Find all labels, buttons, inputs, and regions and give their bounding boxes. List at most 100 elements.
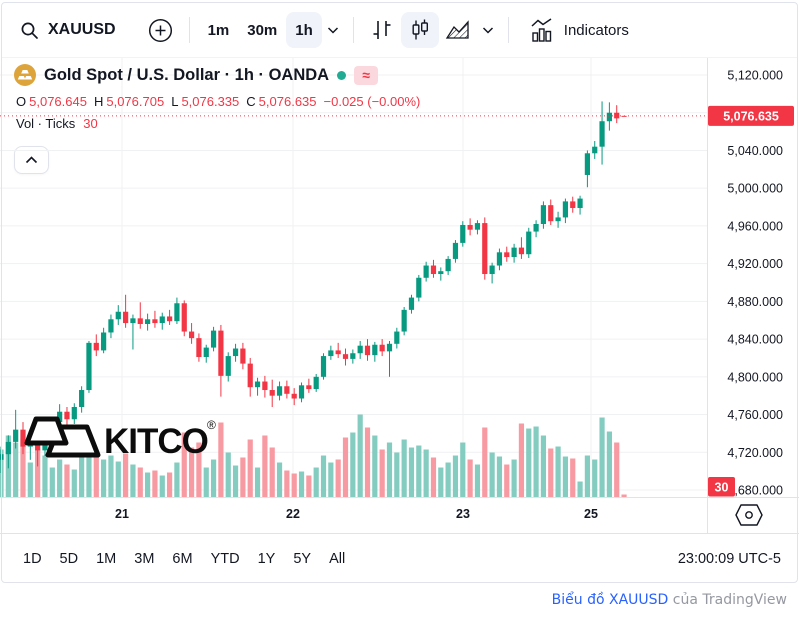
- bars-chart-icon: [373, 21, 391, 39]
- price-axis-label[interactable]: 4,720.000: [727, 446, 783, 460]
- candle-body: [166, 316, 173, 322]
- range-5d-button[interactable]: 5D: [51, 545, 88, 573]
- range-all-button[interactable]: All: [320, 545, 354, 573]
- legend-symbol-row[interactable]: Gold Spot / U.S. Dollar · 1h · OANDA ≈: [14, 64, 420, 86]
- candle-body: [606, 112, 612, 122]
- volume-bar: [188, 447, 195, 498]
- candle-body: [71, 407, 77, 420]
- volume-badge-text: 30: [715, 481, 729, 495]
- time-axis-label[interactable]: 22: [286, 507, 300, 521]
- volume-bar: [225, 452, 231, 498]
- range-1y-button[interactable]: 1Y: [249, 545, 285, 573]
- candle-body: [218, 330, 224, 376]
- price-axis-label[interactable]: 4,800.000: [727, 370, 783, 384]
- candle-body: [533, 224, 539, 232]
- kitco-text: KITCO: [104, 422, 208, 461]
- kitco-watermark: KITCO ®: [24, 412, 224, 467]
- range-1d-button[interactable]: 1D: [14, 545, 51, 573]
- volume-bar: [511, 459, 517, 498]
- volume-bar: [49, 467, 55, 498]
- last-price-badge: [708, 105, 794, 126]
- volume-bar: [254, 467, 261, 498]
- candle-body: [438, 271, 444, 275]
- volume-bar: [401, 439, 407, 498]
- range-3m-button[interactable]: 3M: [125, 545, 163, 573]
- attribution-footer: Biểu đồ XAUUSD của TradingView: [552, 592, 787, 608]
- kitco-reg: ®: [207, 418, 216, 432]
- volume-bar: [577, 481, 583, 498]
- time-axis-label[interactable]: 21: [115, 507, 129, 521]
- volume-bar: [599, 417, 605, 498]
- chart-pane[interactable]: 5,120.0005,080.0005,040.0005,000.0004,96…: [0, 57, 799, 535]
- volume-bar: [291, 473, 297, 498]
- price-axis-label[interactable]: 4,840.000: [727, 333, 783, 347]
- candle-body: [577, 198, 583, 208]
- candle-body: [196, 338, 202, 358]
- chart-style-bars-button[interactable]: [363, 12, 401, 48]
- volume-value: 30: [83, 116, 98, 131]
- time-axis-label[interactable]: 25: [584, 507, 598, 521]
- interval-1h-button[interactable]: 1h: [286, 12, 322, 48]
- candle-body: [188, 331, 195, 339]
- candle-body: [225, 356, 231, 376]
- plus-circle-icon: [149, 18, 173, 42]
- chart-style-candles-button[interactable]: [400, 12, 439, 48]
- volume-bar: [240, 457, 246, 498]
- candle-body: [64, 411, 70, 420]
- volume-bar: [181, 432, 187, 498]
- high-label: H: [93, 94, 104, 109]
- clock[interactable]: 23:00:09 UTC-5: [677, 551, 781, 567]
- volume-bar: [430, 457, 437, 498]
- range-ytd-button[interactable]: YTD: [202, 545, 249, 573]
- candle-body: [452, 242, 459, 259]
- volume-row: Vol · Ticks 30: [16, 116, 420, 131]
- volume-bar: [592, 459, 598, 498]
- price-axis-label[interactable]: 4,760.000: [727, 408, 783, 422]
- volume-bar: [518, 423, 525, 498]
- candle-body: [20, 429, 26, 447]
- candle-body: [232, 348, 239, 357]
- interval-30m-button[interactable]: 30m: [238, 12, 286, 48]
- range-6m-button[interactable]: 6M: [163, 545, 201, 573]
- compare-add-button[interactable]: [142, 12, 180, 48]
- candle-body: [123, 311, 129, 324]
- settings-hexagon-icon[interactable]: [735, 504, 763, 526]
- candle-body: [350, 353, 356, 359]
- price-axis-label[interactable]: 5,120.000: [727, 69, 783, 83]
- chart-style-menu-button[interactable]: [477, 12, 499, 48]
- price-axis-label[interactable]: 4,880.000: [727, 295, 783, 309]
- volume-bar: [306, 475, 312, 498]
- price-axis-label[interactable]: 4,680.000: [727, 484, 783, 498]
- low-value: 5,076.335: [181, 94, 240, 109]
- volume-bar: [504, 464, 510, 498]
- chart-style-area-button[interactable]: [439, 12, 477, 48]
- volume-bar: [328, 462, 334, 498]
- volume-bar: [159, 475, 165, 498]
- volume-bar: [203, 467, 209, 498]
- candle-body: [306, 385, 312, 390]
- range-1m-button[interactable]: 1M: [87, 545, 125, 573]
- toolbar-separator: [352, 17, 354, 43]
- price-axis-label[interactable]: 4,960.000: [727, 219, 783, 233]
- symbol-search-button[interactable]: XAUUSD: [12, 12, 124, 48]
- candle-body: [101, 332, 107, 351]
- candle-body: [467, 224, 473, 230]
- price-axis-label[interactable]: 5,040.000: [727, 144, 783, 158]
- interval-1m-button[interactable]: 1m: [199, 12, 239, 48]
- footer-symbol-link[interactable]: Biểu đồ XAUUSD: [551, 592, 669, 608]
- interval-menu-button[interactable]: [322, 12, 344, 48]
- range-5y-button[interactable]: 5Y: [284, 545, 320, 573]
- candle-body: [526, 231, 532, 255]
- volume-bar: [482, 427, 488, 498]
- indicators-button[interactable]: Indicators: [518, 12, 639, 48]
- candle-body: [364, 345, 371, 356]
- volume-bar: [386, 442, 393, 498]
- volume-bar: [423, 449, 429, 498]
- candle-body: [210, 330, 217, 348]
- volume-bar: [86, 437, 92, 498]
- price-axis-label[interactable]: 5,000.000: [727, 182, 783, 196]
- candle-body: [570, 201, 576, 208]
- price-axis-label[interactable]: 4,920.000: [727, 257, 783, 271]
- time-axis-label[interactable]: 23: [456, 507, 470, 521]
- legend-title: Gold Spot / U.S. Dollar · 1h · OANDA: [44, 65, 330, 84]
